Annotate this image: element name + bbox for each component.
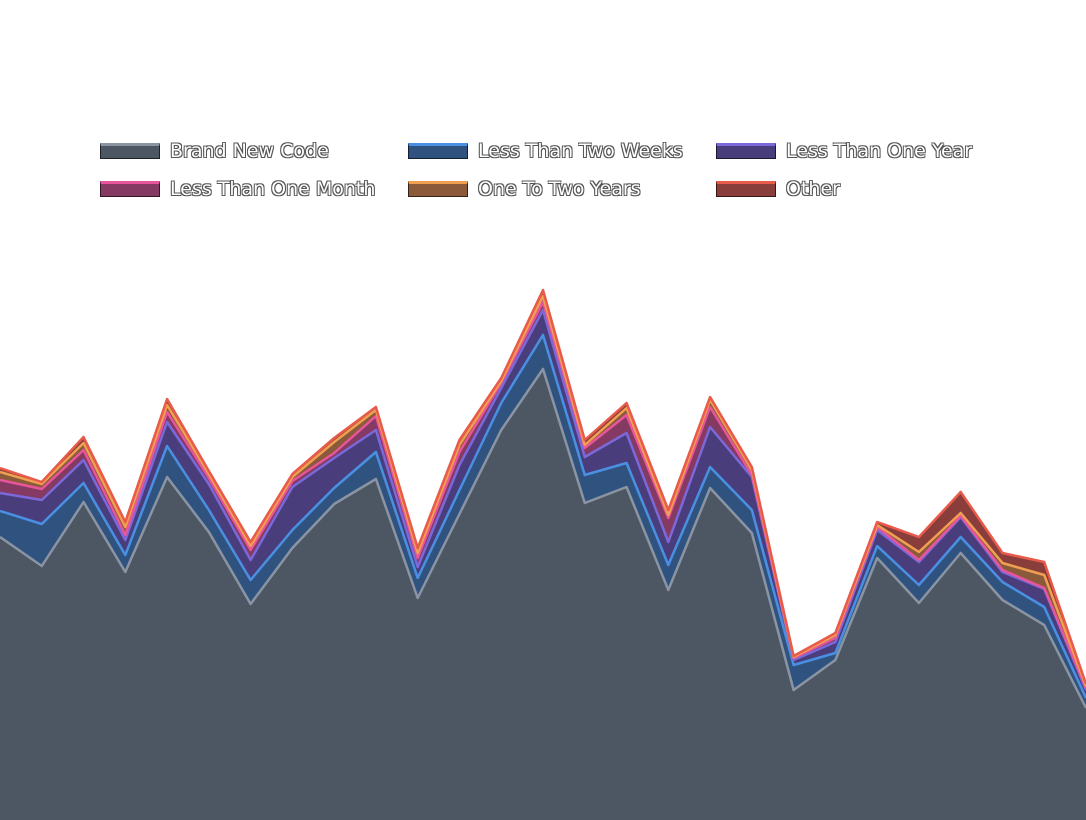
area-less-than-one-month [0,302,1086,690]
area-less-than-one-year [0,310,1086,698]
line-less-than-one-year [0,308,1086,691]
line-one-to-two-years [0,294,1086,687]
legend-label: Less Than One Year [786,140,973,162]
legend-item-less-than-one-month[interactable]: Less Than One Month [100,176,375,202]
legend-swatch [716,181,776,197]
legend-label: Less Than Two Weeks [478,140,683,162]
legend-label: One To Two Years [478,178,641,200]
legend-label: Other [786,178,840,200]
legend-swatch [408,143,468,159]
legend-label: Brand New Code [170,140,329,162]
legend-item-less-than-one-year[interactable]: Less Than One Year [716,138,972,164]
legend-label: Less Than One Month [170,178,376,200]
line-less-than-one-month [0,300,1086,689]
legend-item-one-to-two-years[interactable]: One To Two Years [408,176,641,202]
line-other [0,288,1086,685]
line-less-than-two-weeks [0,333,1086,699]
line-brand-new-code [0,367,1086,709]
legend-item-less-than-two-weeks[interactable]: Less Than Two Weeks [408,138,683,164]
legend-swatch [100,143,160,159]
legend-item-brand-new-code[interactable]: Brand New Code [100,138,329,164]
area-brand-new-code [0,369,1086,820]
legend-item-other[interactable]: Other [716,176,840,202]
legend-swatch [716,143,776,159]
legend-swatch [408,181,468,197]
legend-swatch [100,181,160,197]
